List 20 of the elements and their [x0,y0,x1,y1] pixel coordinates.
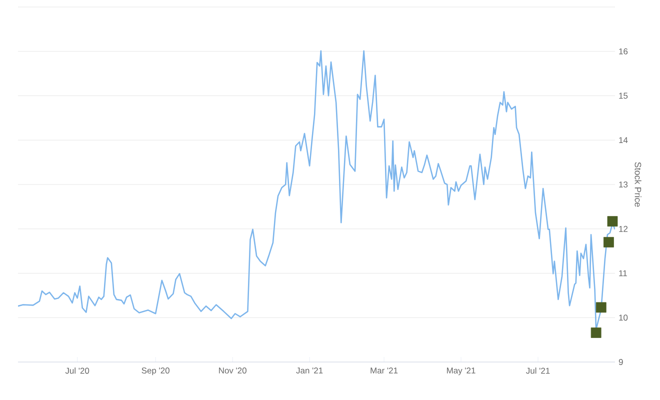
y2-tick-label: 13 [619,182,628,188]
x-tick-label: Jul '21 [526,368,550,374]
y2-tick-label: 16 [619,48,628,54]
x-tick-label: Mar '21 [370,368,398,374]
x-tick-label: May '21 [447,368,476,376]
x-tick-label: Sep '20 [142,368,170,376]
x-tick-label: Jul '20 [65,368,90,374]
y2-tick-label: 11 [619,270,627,276]
y2-tick-label: 14 [619,137,628,144]
point [604,236,614,248]
y2-tick-label: 9 [618,359,623,365]
x-tick-label: Jan '21 [296,368,323,374]
y2-tick-label: 12 [619,226,628,232]
y2-tick-label: 15 [619,92,628,99]
point [590,328,602,338]
point [607,216,618,227]
x-tick-label: Nov '20 [219,368,246,374]
y2-axis-title: Stock Price [634,162,642,207]
point [596,302,606,313]
y2-tick-label: 10 [619,314,628,321]
